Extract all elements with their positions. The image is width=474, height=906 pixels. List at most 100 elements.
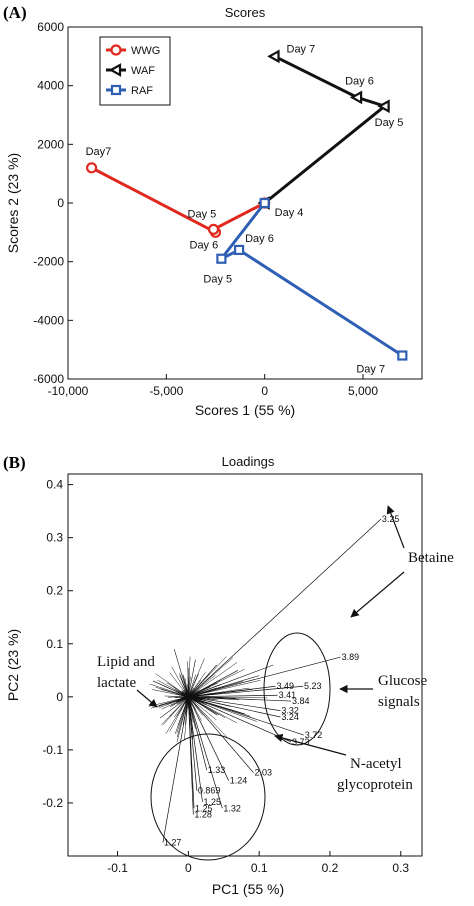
loadings-x-tick-label: 0.3 [392, 861, 409, 875]
loading-ray [188, 673, 199, 697]
loading-ray [159, 696, 189, 719]
loading-ray [188, 671, 206, 697]
loading-label: 1.33 [208, 765, 226, 775]
betaine-arrow-down [350, 571, 405, 618]
loading-ray [176, 696, 189, 743]
legend-label: WWG [131, 45, 160, 57]
scores-x-tick-label: 0 [261, 384, 268, 398]
point-label: Day 6 [345, 75, 374, 87]
loading-label: 3.73 [292, 737, 310, 747]
scores-x-tick-label: -10,000 [48, 384, 89, 398]
loading-label: 3.32 [281, 706, 299, 716]
loading-label: 3.89 [342, 652, 360, 662]
scores-y-tick-label: 4000 [37, 79, 64, 93]
legend-entry-raf: RAF [106, 84, 153, 97]
betaine-annotation: Betaine [408, 550, 454, 566]
loading-label: 3.72 [305, 730, 323, 740]
loading-ray [188, 664, 274, 698]
panel-a-label: (A) [3, 3, 27, 22]
loadings-x-axis-title: PC1 (55 %) [212, 881, 284, 897]
loading-vector [188, 696, 281, 711]
loadings-y-tick-label: -0.2 [42, 796, 63, 810]
loading-ray [188, 659, 196, 697]
loading-label: 3.25 [382, 514, 400, 524]
lipid-arrow [136, 689, 158, 708]
loading-vector [188, 694, 278, 698]
loading-ray [174, 696, 189, 718]
point-label: Day 7 [356, 364, 385, 376]
loading-ray [188, 670, 239, 698]
loading-vector [162, 696, 189, 843]
legend-marker [110, 84, 122, 96]
loading-ray [188, 674, 216, 698]
loading-ray [176, 696, 189, 717]
loading-ray [173, 648, 189, 697]
loading-label: 2.03 [254, 768, 272, 778]
loading-ray [152, 689, 189, 698]
loading-vector [188, 518, 382, 698]
scores-y-axis-title: Scores 2 (23 %) [5, 153, 21, 253]
series-line-waf [263, 54, 388, 205]
point-label: Day 5 [375, 117, 404, 129]
loadings-plot-frame [67, 473, 423, 857]
nacetyl-annotation-line2: glycoprotein [337, 777, 413, 793]
loading-vector [188, 696, 292, 702]
glucose-ellipse [263, 632, 331, 746]
legend-label: RAF [131, 85, 153, 97]
loading-label: 0.869 [198, 786, 221, 796]
scores-x-axis-title: Scores 1 (55 %) [195, 402, 295, 418]
legend-marker [110, 44, 122, 56]
data-point-waf [377, 99, 390, 114]
loading-ray [187, 661, 189, 697]
series-line-wwg [90, 166, 266, 234]
point-label: Day 5 [188, 208, 217, 220]
loadings-y-tick-label: 0 [56, 690, 63, 704]
loading-vector [188, 696, 292, 743]
loading-vector [188, 696, 208, 771]
loadings-y-tick-label: 0.4 [46, 478, 63, 492]
loading-vector [188, 696, 254, 773]
betaine-arrow-up [386, 505, 405, 549]
loading-ray [188, 674, 197, 697]
data-point-wwg [85, 162, 98, 174]
loadings-x-tick-label: 0.1 [251, 861, 268, 875]
loading-vector [188, 696, 230, 781]
loading-ray [174, 696, 189, 735]
loading-ray [188, 696, 268, 699]
loading-ray [149, 683, 189, 698]
loadings-y-axis-title: PC2 (23 %) [5, 629, 21, 701]
panel-b-label: (B) [3, 453, 26, 472]
scores-y-tick-label: 0 [57, 196, 64, 210]
lipid-annotation-line2: lactate [97, 675, 136, 691]
loadings-y-ticks: -0.2 -0.1 0 0.1 0.2 0.3 0.4 [42, 478, 73, 810]
data-point-raf [397, 350, 408, 361]
data-point-waf [349, 90, 363, 105]
loading-vector [188, 696, 304, 736]
scores-x-tick-label: 5,000 [348, 384, 378, 398]
loading-label: 5.23 [304, 681, 322, 691]
lipid-ellipse [150, 733, 266, 861]
legend-entry-wwg: WWG [106, 44, 160, 57]
scores-x-ticks: -10,000 -5,000 0 5,000 [48, 374, 378, 398]
loadings-y-tick-label: 0.1 [46, 637, 63, 651]
loading-vector [188, 696, 223, 809]
loading-ray [188, 662, 238, 698]
loading-label: 1.25 [204, 797, 222, 807]
scores-x-tick-label: -5,000 [149, 384, 183, 398]
series-wwg: Day7 Day 6 Day 5 [85, 146, 271, 251]
glucose-annotation-line2: signals [378, 694, 420, 710]
data-point-raf [234, 244, 245, 256]
loading-ray [188, 664, 217, 698]
loading-label: 3.84 [292, 696, 310, 706]
point-label: Day 4 [275, 207, 304, 219]
point-label: Day 6 [245, 233, 274, 245]
data-point-waf [267, 49, 280, 64]
series-raf: Day 7 Day 6 Day 5 [203, 197, 408, 376]
loading-label: 3.49 [276, 681, 294, 691]
scores-y-tick-label: -2000 [33, 255, 64, 269]
loading-ray [158, 696, 189, 706]
lipid-annotation-line1: Lipid and [97, 654, 155, 670]
loadings-y-tick-label: -0.1 [42, 743, 63, 757]
